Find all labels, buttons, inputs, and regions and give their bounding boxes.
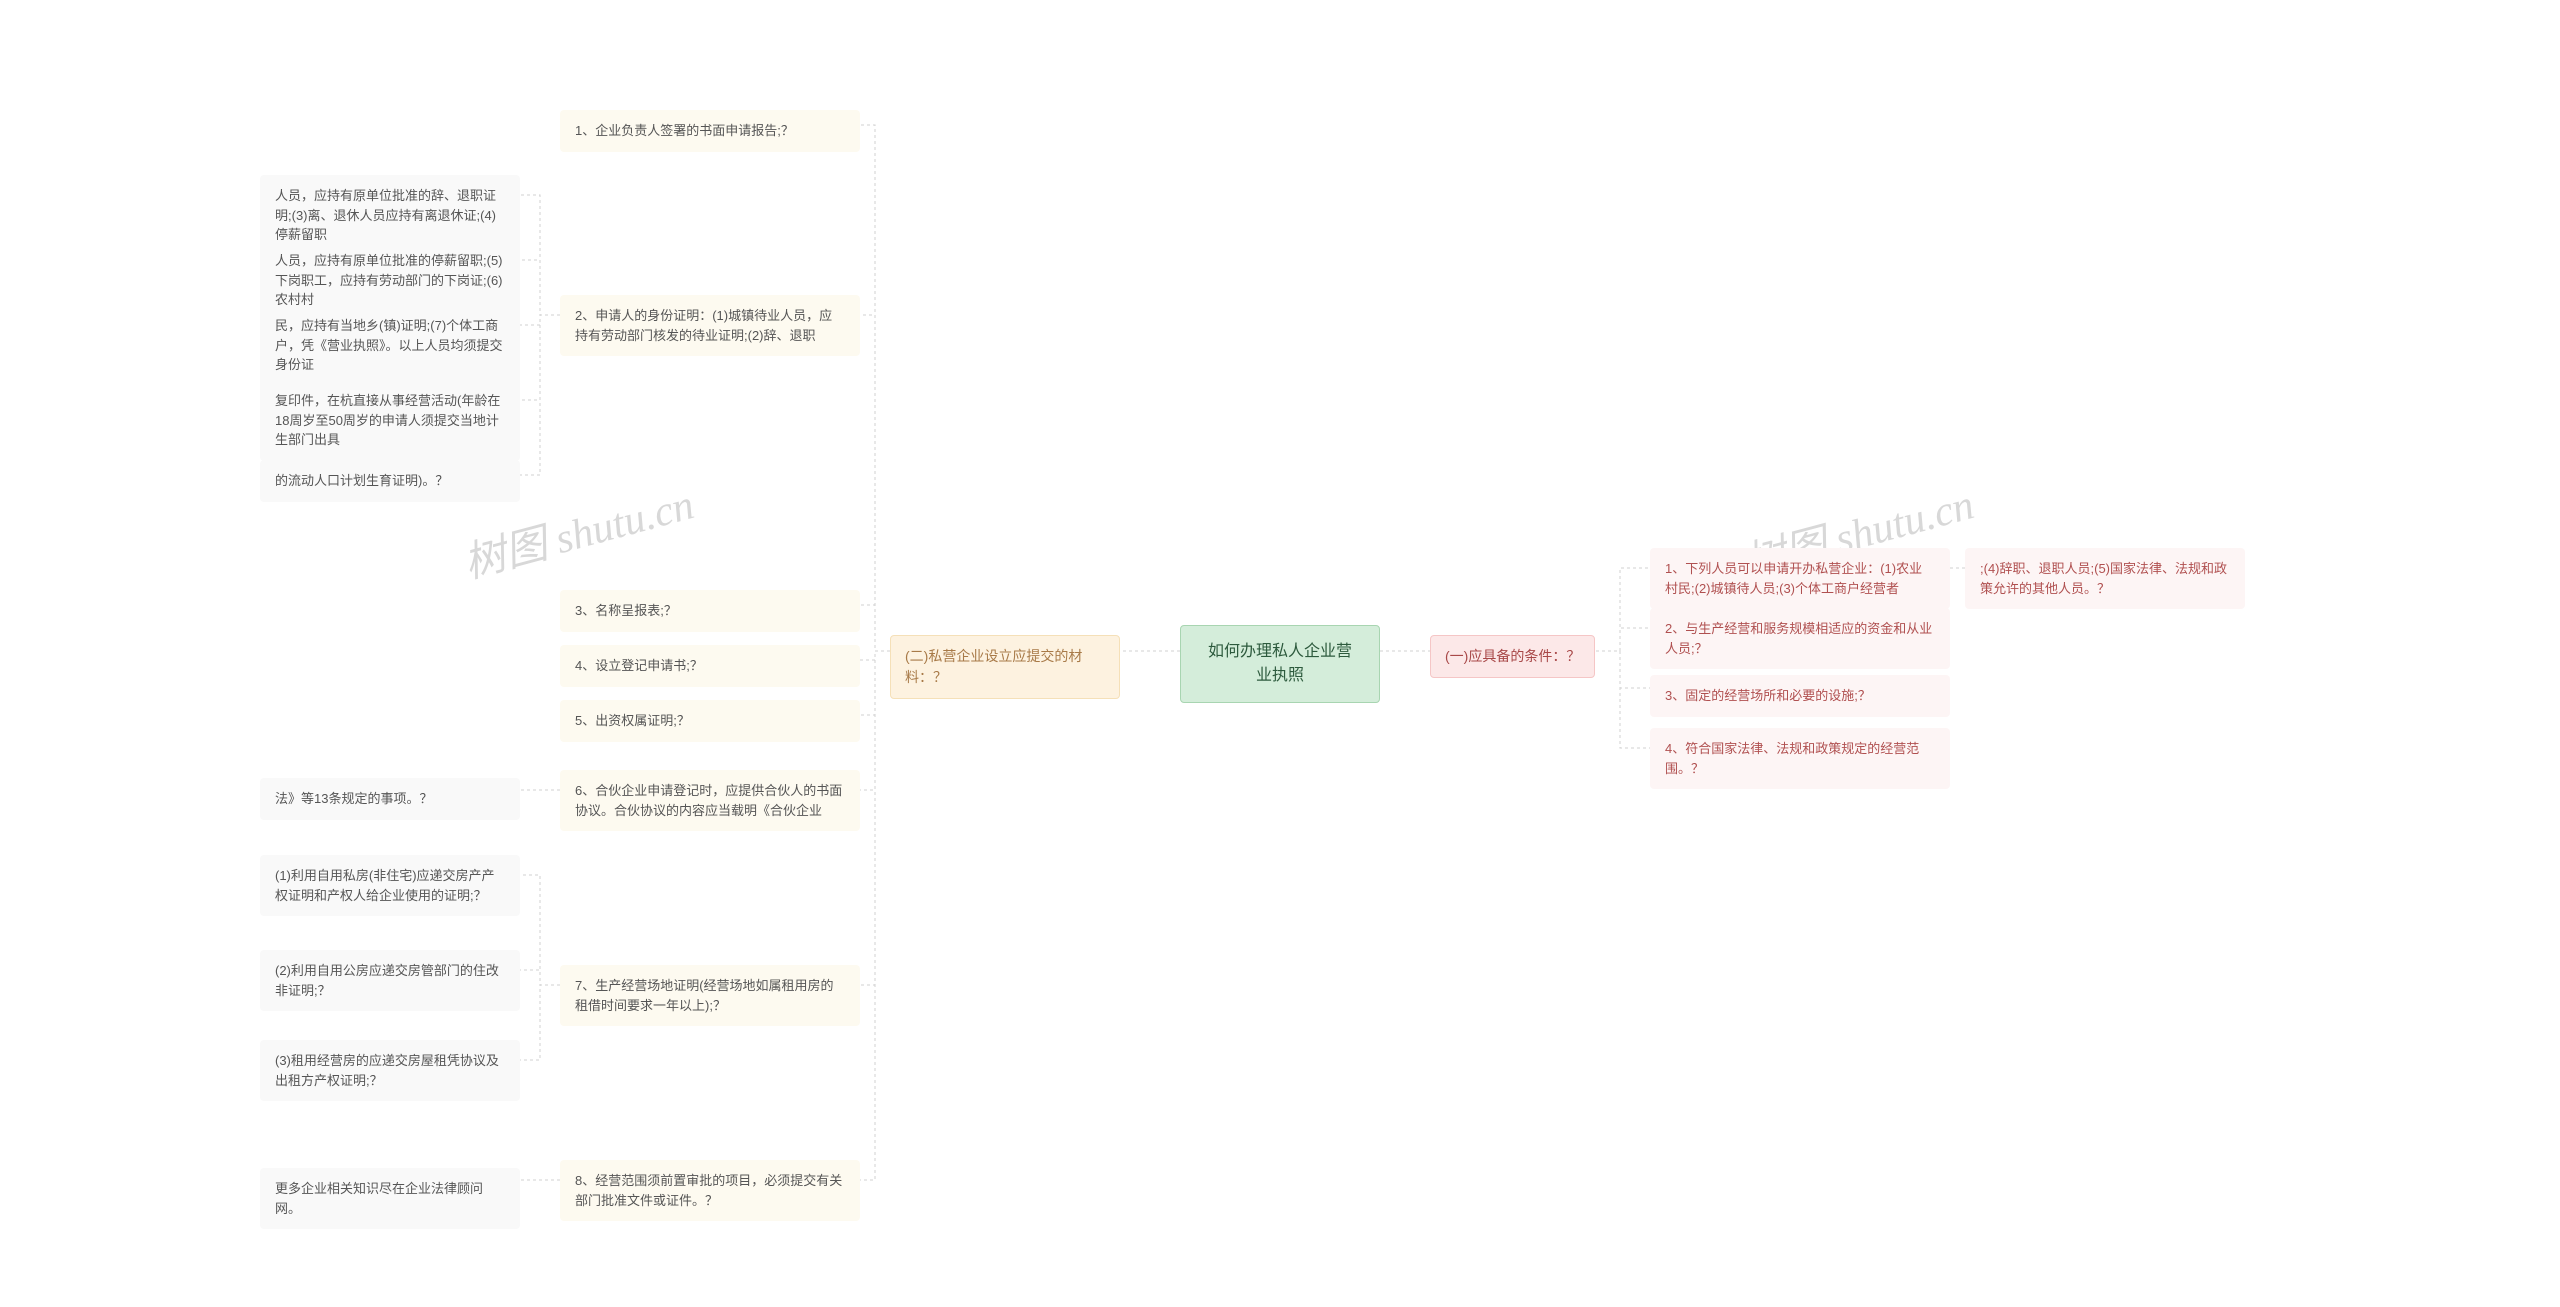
left-leaf-4: 5、出资权属证明;？ bbox=[560, 700, 860, 742]
right-leaf-2: 3、固定的经营场所和必要的设施;？ bbox=[1650, 675, 1950, 717]
root-node: 如何办理私人企业营业执照 bbox=[1180, 625, 1380, 703]
right-leaf-0-sub: ;(4)辞职、退职人员;(5)国家法律、法规和政策允许的其他人员。？ bbox=[1965, 548, 2245, 609]
left-leaf-1-sub-4: 的流动人口计划生育证明)。？ bbox=[260, 460, 520, 502]
right-leaf-0: 1、下列人员可以申请开办私营企业：(1)农业村民;(2)城镇待人员;(3)个体工… bbox=[1650, 548, 1950, 609]
left-leaf-3: 4、设立登记申请书;？ bbox=[560, 645, 860, 687]
left-branch: (二)私营企业设立应提交的材料：？ bbox=[890, 635, 1120, 699]
left-leaf-5-sub-0: 法》等13条规定的事项。？ bbox=[260, 778, 520, 820]
left-leaf-0: 1、企业负责人签署的书面申请报告;？ bbox=[560, 110, 860, 152]
left-leaf-6-sub-2: (3)租用经营房的应递交房屋租凭协议及出租方产权证明;？ bbox=[260, 1040, 520, 1101]
left-leaf-6: 7、生产经营场地证明(经营场地如属租用房的租借时间要求一年以上);？ bbox=[560, 965, 860, 1026]
right-leaf-1: 2、与生产经营和服务规模相适应的资金和从业人员;？ bbox=[1650, 608, 1950, 669]
left-leaf-7-sub-0: 更多企业相关知识尽在企业法律顾问网。 bbox=[260, 1168, 520, 1229]
left-leaf-1-sub-3: 复印件，在杭直接从事经营活动(年龄在18周岁至50周岁的申请人须提交当地计生部门… bbox=[260, 380, 520, 461]
left-leaf-1-sub-2: 民，应持有当地乡(镇)证明;(7)个体工商户，凭《营业执照》。以上人员均须提交身… bbox=[260, 305, 520, 386]
left-leaf-5: 6、合伙企业申请登记时，应提供合伙人的书面协议。合伙协议的内容应当载明《合伙企业 bbox=[560, 770, 860, 831]
left-leaf-6-sub-0: (1)利用自用私房(非住宅)应递交房产产权证明和产权人给企业使用的证明;？ bbox=[260, 855, 520, 916]
left-leaf-2: 3、名称呈报表;？ bbox=[560, 590, 860, 632]
right-leaf-3: 4、符合国家法律、法规和政策规定的经营范围。？ bbox=[1650, 728, 1950, 789]
left-leaf-6-sub-1: (2)利用自用公房应递交房管部门的住改非证明;？ bbox=[260, 950, 520, 1011]
left-leaf-1: 2、申请人的身份证明：(1)城镇待业人员，应持有劳动部门核发的待业证明;(2)辞… bbox=[560, 295, 860, 356]
left-leaf-7: 8、经营范围须前置审批的项目，必须提交有关部门批准文件或证件。？ bbox=[560, 1160, 860, 1221]
right-branch: (一)应具备的条件：？ bbox=[1430, 635, 1595, 678]
